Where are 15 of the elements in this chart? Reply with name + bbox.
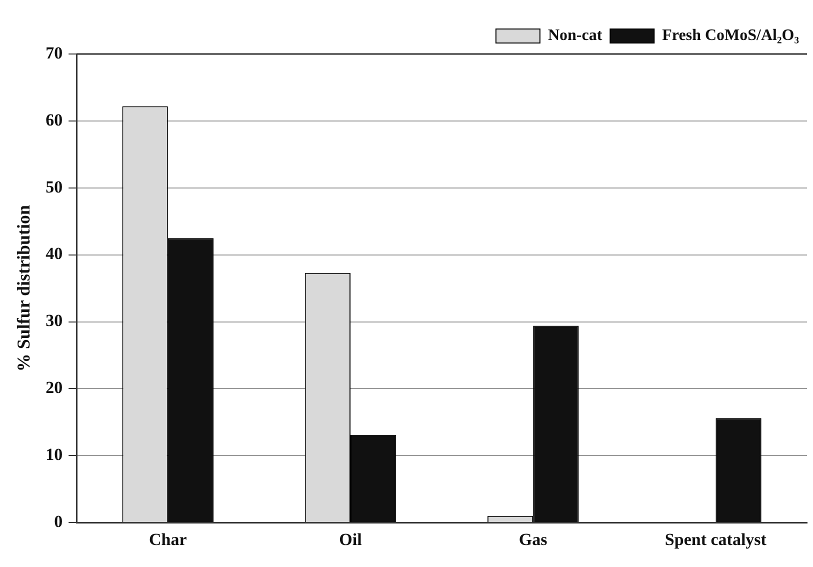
y-tick-label: 20 — [46, 378, 63, 398]
x-tick-label: Oil — [339, 530, 362, 550]
y-tick-label: 0 — [54, 512, 63, 531]
legend-label: Fresh CoMoS/Al₂O₃ — [662, 27, 800, 44]
x-tick-label: Char — [149, 530, 188, 550]
y-tick-label: 30 — [46, 311, 63, 330]
y-tick-label: 50 — [46, 177, 63, 196]
y-tick-label: 40 — [46, 244, 63, 264]
y-axis-title: % Sulfur distribution — [13, 204, 34, 372]
x-tick-label: Gas — [518, 530, 548, 550]
y-tick-label: 70 — [46, 43, 63, 62]
legend-label: Non-cat — [548, 27, 603, 44]
y-tick-label: 60 — [46, 110, 63, 130]
x-tick-label: Spent catalyst — [664, 530, 767, 550]
y-tick-label: 10 — [46, 445, 63, 464]
